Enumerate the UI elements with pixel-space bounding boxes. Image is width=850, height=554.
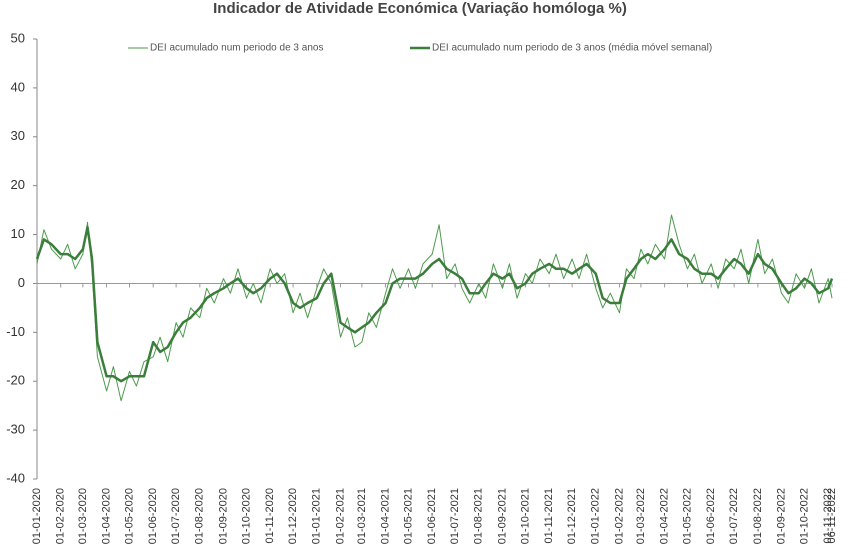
x-tick-label: 01-12-2021 xyxy=(566,488,578,544)
y-tick-label: -10 xyxy=(6,324,25,339)
x-tick-label: 01-04-2022 xyxy=(658,488,670,544)
y-tick-label: 50 xyxy=(11,30,25,45)
x-tick-label: 01-10-2022 xyxy=(798,488,810,544)
x-tick-label: 01-04-2020 xyxy=(100,488,112,544)
x-tick-label: 01-05-2021 xyxy=(402,488,414,544)
x-tick-label: 01-07-2020 xyxy=(170,488,182,544)
y-tick-label: -30 xyxy=(6,422,25,437)
x-tick-label: 01-11-2021 xyxy=(543,488,555,543)
x-tick-label: 01-06-2021 xyxy=(426,488,438,544)
y-tick-label: 20 xyxy=(11,177,25,192)
x-tick-label: 01-01-2022 xyxy=(590,488,602,544)
x-tick-label: 01-09-2022 xyxy=(775,488,787,544)
x-tick-label: 01-08-2020 xyxy=(194,488,206,544)
chart-title: Indicador de Atividade Económica (Variaç… xyxy=(213,0,627,17)
x-tick-label: 01-03-2021 xyxy=(356,488,368,544)
x-tick-label: 01-02-2020 xyxy=(55,488,67,544)
y-tick-label: 40 xyxy=(11,79,25,94)
y-tick-label: -20 xyxy=(6,373,25,388)
x-tick-label: 01-07-2022 xyxy=(728,488,740,544)
x-tick-label: 01-11-2022 xyxy=(822,488,834,543)
legend-label: DEI acumulado num periodo de 3 anos (méd… xyxy=(432,43,712,54)
x-tick-label: 01-08-2022 xyxy=(752,488,764,544)
x-tick-label: 01-07-2021 xyxy=(449,488,461,544)
x-tick-label: 01-12-2020 xyxy=(287,488,299,544)
x-tick-label: 01-10-2021 xyxy=(519,488,531,544)
x-tick-label: 01-06-2022 xyxy=(705,488,717,544)
x-tick-label: 01-01-2021 xyxy=(311,488,323,544)
y-tick-label: 10 xyxy=(11,226,25,241)
y-tick-label: -40 xyxy=(6,470,25,485)
series-line xyxy=(36,214,833,402)
x-tick-label: 01-09-2020 xyxy=(217,488,229,544)
y-tick-label: 0 xyxy=(18,275,25,290)
x-tick-label: 01-11-2020 xyxy=(264,488,276,543)
x-tick-label: 01-03-2020 xyxy=(77,488,89,544)
series-line xyxy=(35,225,834,383)
x-tick-label: 01-09-2021 xyxy=(496,488,508,544)
x-tick-label: 01-06-2020 xyxy=(147,488,159,544)
x-tick-label: 01-10-2020 xyxy=(240,488,252,544)
legend-label: DEI acumulado num periodo de 3 anos xyxy=(150,43,323,54)
x-tick-label: 01-01-2020 xyxy=(31,488,43,544)
x-tick-label: 01-03-2022 xyxy=(635,488,647,544)
y-tick-label: 30 xyxy=(11,128,25,143)
x-tick-label: 01-02-2022 xyxy=(613,488,625,544)
x-tick-label: 01-08-2021 xyxy=(473,488,485,544)
x-tick-label: 01-05-2022 xyxy=(681,488,693,544)
x-tick-label: 01-05-2020 xyxy=(123,488,135,544)
x-tick-label: 01-02-2021 xyxy=(334,488,346,544)
x-tick-label: 06-11-2022 xyxy=(826,488,838,543)
x-tick-label: 01-04-2021 xyxy=(379,488,391,544)
